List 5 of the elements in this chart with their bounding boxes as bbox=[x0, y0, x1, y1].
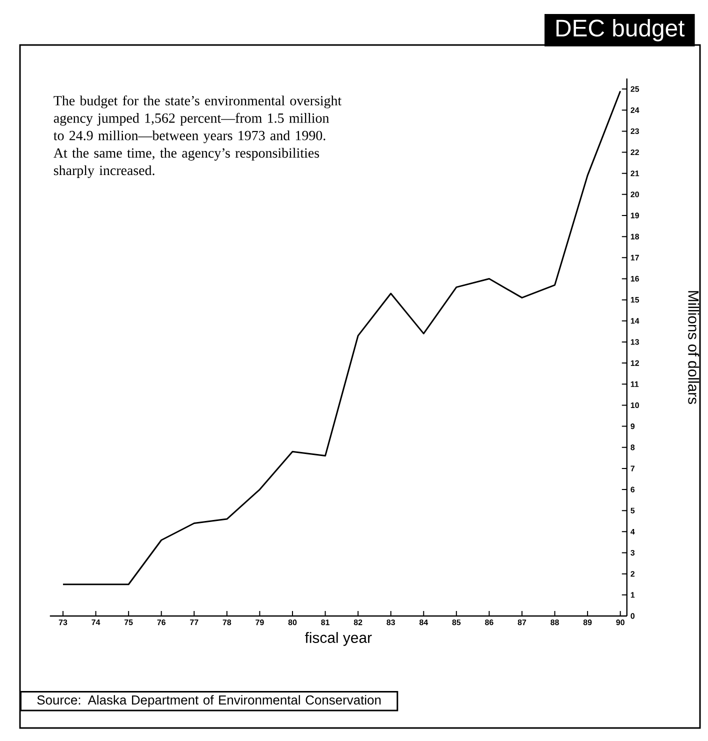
x-axis-title: fiscal year bbox=[304, 632, 372, 646]
y-axis-title: Millions of dollars bbox=[688, 291, 700, 404]
source-note: Source: Alaska Department of Environmental Conservation bbox=[37, 695, 381, 708]
chart-title: DEC budget bbox=[556, 19, 685, 42]
annotation: The budget for the state’s environmental oversight agency jumped 1,562 percent—from 1.5 million to 24.9 million—between years 1973 and 1990. At the same time, the agency’s responsibilities sharply increased. bbox=[54, 95, 342, 178]
